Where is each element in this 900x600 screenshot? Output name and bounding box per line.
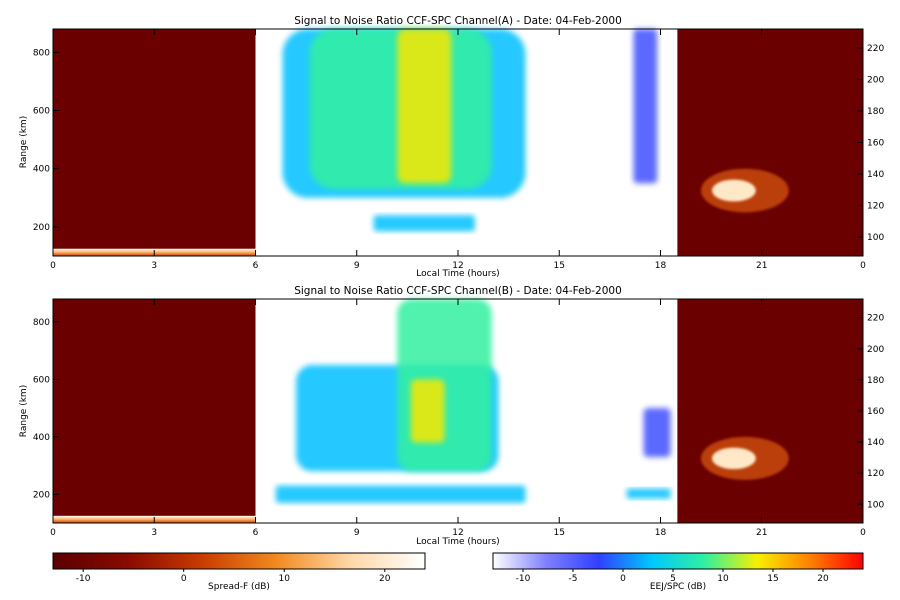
y2-tick-label: 160 bbox=[867, 407, 884, 417]
colorbar-tick-label: -5 bbox=[569, 574, 578, 584]
y2-tick-label: 120 bbox=[867, 469, 884, 479]
x-tick-label: 3 bbox=[151, 261, 157, 271]
eej-echo bbox=[626, 488, 671, 499]
panel-title: Signal to Noise Ratio CCF-SPC Channel(A)… bbox=[294, 15, 622, 27]
x-tick-label: 12 bbox=[452, 528, 463, 538]
spread-f-plume-core bbox=[711, 179, 756, 202]
y2-tick-label: 220 bbox=[867, 314, 884, 324]
colorbar-tick-label: -10 bbox=[516, 574, 531, 584]
spread-f-block bbox=[53, 299, 256, 523]
y-axis-label: Range (km) bbox=[19, 385, 29, 437]
x-tick-label: 0 bbox=[860, 528, 866, 538]
colorbar-tick-label: 15 bbox=[767, 574, 778, 584]
colorbar-frame bbox=[52, 552, 426, 570]
x-tick-label: 9 bbox=[354, 528, 360, 538]
spread-f-block bbox=[677, 299, 863, 523]
colorbar-frame bbox=[492, 552, 864, 570]
y2-tick-label: 180 bbox=[867, 376, 884, 386]
colorbar-tick-label: 0 bbox=[620, 574, 626, 584]
colorbar-tick-label: 5 bbox=[670, 574, 676, 584]
y-tick-label: 600 bbox=[33, 375, 50, 385]
eej-echo bbox=[643, 408, 671, 457]
x-tick-label: 15 bbox=[554, 528, 565, 538]
colorbar-eej: -10 -5 0 5 10 15 20 EEJ/SPC (dB) bbox=[492, 552, 864, 592]
x-tick-label: 0 bbox=[860, 261, 866, 271]
panel-channel-a: Signal to Noise Ratio CCF-SPC Channel(A)… bbox=[19, 15, 884, 279]
colorbar-gradient bbox=[53, 553, 425, 569]
colorbar-tick-label: 20 bbox=[817, 574, 829, 584]
colorbar-label: Spread-F (dB) bbox=[208, 582, 270, 592]
x-tick-label: 15 bbox=[554, 261, 565, 271]
colorbar-label: EEJ/SPC (dB) bbox=[650, 582, 706, 592]
x-tick-label: 6 bbox=[253, 528, 259, 538]
panel-channel-b: Signal to Noise Ratio CCF-SPC Channel(B)… bbox=[19, 285, 884, 547]
x-axis-label: Local Time (hours) bbox=[416, 269, 499, 279]
y-tick-label: 400 bbox=[33, 433, 50, 443]
x-tick-label: 3 bbox=[151, 528, 157, 538]
x-tick-label: 0 bbox=[50, 528, 56, 538]
y-tick-label: 800 bbox=[33, 318, 50, 328]
x-tick-label: 0 bbox=[50, 261, 56, 271]
colorbar-tick-label: 20 bbox=[379, 574, 391, 584]
x-tick-label: 18 bbox=[655, 261, 667, 271]
y2-tick-label: 160 bbox=[867, 139, 884, 149]
colorbar-tick-label: -10 bbox=[76, 574, 91, 584]
x-tick-label: 6 bbox=[253, 261, 259, 271]
colorbar-spread-f: -10 0 10 20 Spread-F (dB) bbox=[52, 552, 426, 592]
x-tick-label: 18 bbox=[655, 528, 667, 538]
x-tick-label: 9 bbox=[354, 261, 360, 271]
eej-echo bbox=[373, 215, 475, 232]
y-tick-label: 200 bbox=[33, 490, 50, 500]
y-tick-label: 200 bbox=[33, 223, 50, 233]
x-tick-label: 21 bbox=[756, 261, 767, 271]
y2-tick-label: 120 bbox=[867, 202, 884, 212]
y2-tick-label: 100 bbox=[867, 233, 884, 243]
y2-tick-label: 200 bbox=[867, 345, 884, 355]
colorbar-gradient bbox=[493, 553, 863, 569]
colorbar-tick-label: 0 bbox=[181, 574, 187, 584]
panel-title: Signal to Noise Ratio CCF-SPC Channel(B)… bbox=[294, 285, 622, 297]
y2-tick-label: 220 bbox=[867, 44, 884, 54]
y2-tick-label: 140 bbox=[867, 170, 884, 180]
colorbar-tick-label: 10 bbox=[279, 574, 291, 584]
y-tick-label: 600 bbox=[33, 106, 50, 116]
y-tick-label: 400 bbox=[33, 165, 50, 175]
y2-tick-label: 140 bbox=[867, 438, 884, 448]
eej-echo bbox=[275, 485, 526, 503]
x-tick-label: 21 bbox=[756, 528, 767, 538]
y2-tick-label: 180 bbox=[867, 107, 884, 117]
spread-f-plume-core bbox=[711, 447, 756, 470]
spread-f-block bbox=[53, 29, 256, 256]
y2-tick-label: 100 bbox=[867, 500, 884, 510]
spread-f-block bbox=[677, 29, 863, 256]
eej-echo bbox=[633, 29, 658, 184]
y-axis-label: Range (km) bbox=[19, 116, 29, 168]
eej-echo bbox=[410, 379, 445, 443]
x-tick-label: 12 bbox=[452, 261, 463, 271]
colorbar-tick-label: 10 bbox=[717, 574, 729, 584]
y2-tick-label: 200 bbox=[867, 75, 884, 85]
x-axis-label: Local Time (hours) bbox=[416, 537, 499, 547]
eej-echo bbox=[397, 29, 452, 184]
y-tick-label: 800 bbox=[33, 48, 50, 58]
